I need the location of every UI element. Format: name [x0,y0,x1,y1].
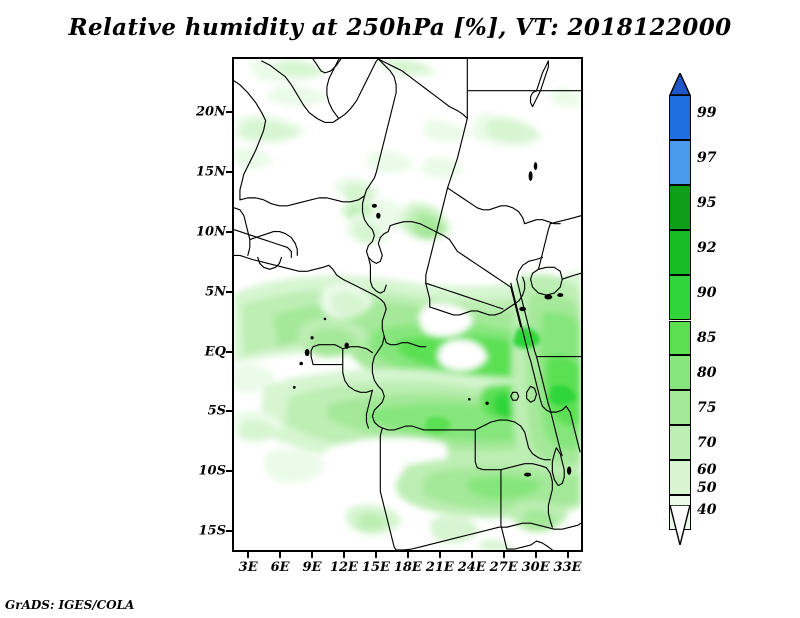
xtick-label-24e: 24E [457,560,486,575]
xtick-mark [311,552,313,558]
ytick-mark [226,111,232,113]
ytick-label-10s: 10S [198,463,226,479]
xtick-mark [375,552,377,558]
ytick-label-20n: 20N [196,104,226,120]
xtick-mark [279,552,281,558]
xtick-label-33e: 33E [553,560,582,575]
xtick-mark [471,552,473,558]
colorbar-band-80-85[interactable] [669,320,691,356]
ytick-mark [226,470,232,472]
xtick-label-9e: 9E [302,560,322,575]
xtick-label-3e: 3E [238,560,258,575]
ytick-label-15n: 15N [196,164,226,180]
ytick-label-10n: 10N [196,224,226,240]
colorbar-band-85-90[interactable] [669,275,691,321]
colorbar-band-75-80[interactable] [669,355,691,391]
ytick-mark [226,410,232,412]
coastline-and-borders-overlay [234,59,581,550]
colorbar-label-50: 50 [697,480,717,496]
xtick-mark [503,552,505,558]
colorbar-band-92-95[interactable] [669,185,691,231]
colorbar-label-85: 85 [697,330,717,346]
colorbar-band-70-75[interactable] [669,390,691,426]
colorbar-label-95: 95 [697,195,717,211]
xtick-label-27e: 27E [489,560,518,575]
colorbar-label-40: 40 [697,502,717,518]
xtick-label-6e: 6E [270,560,290,575]
colorbar-label-90: 90 [697,285,717,301]
ytick-mark [226,291,232,293]
colorbar-label-80: 80 [697,365,717,381]
ytick-label-eq: EQ [204,344,226,360]
grads-attribution: GrADS: IGES/COLA [5,598,135,612]
ytick-mark [226,530,232,532]
colorbar-label-70: 70 [697,435,717,451]
xtick-mark [567,552,569,558]
ytick-mark [226,351,232,353]
map-plot-area [232,57,583,552]
colorbar-band-95-97[interactable] [669,140,691,186]
colorbar-band-97-99[interactable] [669,95,691,141]
xtick-mark [407,552,409,558]
xtick-label-12e: 12E [329,560,358,575]
xtick-label-18e: 18E [393,560,422,575]
longitude-axis: 3E 6E 9E 12E 15E 18E 21E 24E 27E 30E 33E [232,560,583,582]
ytick-label-5s: 5S [207,403,226,419]
colorbar-band-60-70[interactable] [669,425,691,460]
colorbar-band-50-60[interactable] [669,459,691,495]
ytick-label-15s: 15S [198,523,226,539]
xtick-label-21e: 21E [425,560,454,575]
ytick-label-5n: 5N [205,284,226,300]
ytick-mark [226,231,232,233]
colorbar-arrow-bottom [669,505,691,545]
xtick-mark [535,552,537,558]
colorbar[interactable] [669,95,691,530]
ytick-mark [226,171,232,173]
xtick-label-15e: 15E [361,560,390,575]
colorbar-label-99: 99 [697,105,717,121]
xtick-mark [343,552,345,558]
colorbar-label-97: 97 [697,150,717,166]
xtick-mark [247,552,249,558]
page-title: Relative humidity at 250hPa [%], VT: 201… [68,14,732,41]
colorbar-label-92: 92 [697,240,717,256]
xtick-label-30e: 30E [521,560,550,575]
colorbar-band-90-92[interactable] [669,230,691,276]
colorbar-arrow-top [669,73,691,95]
colorbar-label-75: 75 [697,400,717,416]
xtick-mark [439,552,441,558]
colorbar-label-60: 60 [697,462,717,478]
latitude-axis: 20N 15N 10N 5N EQ 5S 10S 15S [178,57,226,552]
